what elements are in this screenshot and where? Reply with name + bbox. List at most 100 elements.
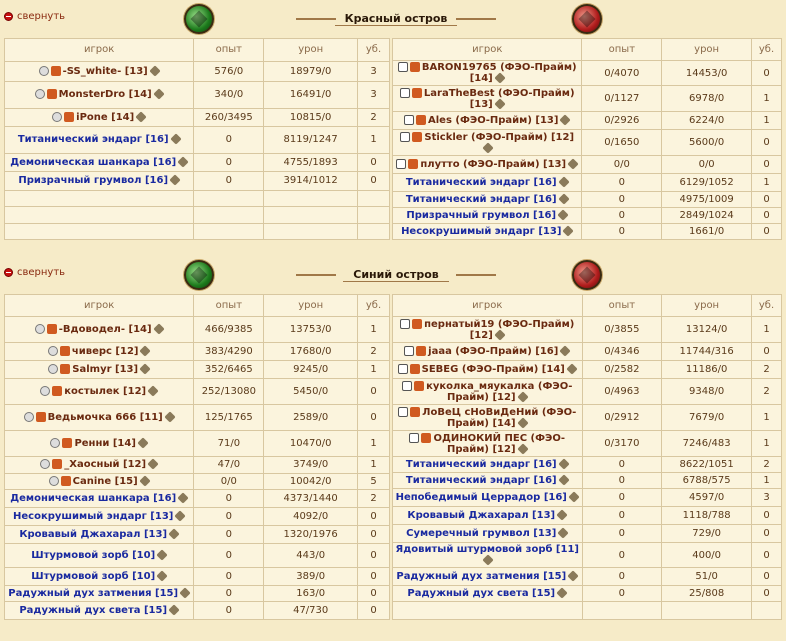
info-icon[interactable] xyxy=(169,133,182,146)
name-text[interactable]: Демоническая шанкара [16] xyxy=(10,157,177,169)
info-icon[interactable] xyxy=(568,491,580,503)
name-text[interactable]: Ядовитый штурмовой зорб [11] xyxy=(395,544,580,555)
info-icon[interactable] xyxy=(179,587,191,599)
name-text[interactable]: ЛоВеЦ сНоВиДеНий (ФЭО-Прайм) [14] xyxy=(422,406,577,429)
name-text[interactable]: Штурмовой зорб [10] xyxy=(31,570,156,582)
name-text[interactable]: куколка_мяукалка (ФЭО-Прайм) [12] xyxy=(426,380,573,403)
info-icon[interactable] xyxy=(516,416,529,429)
info-icon[interactable] xyxy=(516,442,529,455)
exp-value: 0 xyxy=(581,567,663,586)
name-text[interactable]: SEBEG (ФЭО-Прайм) [14] xyxy=(421,364,565,375)
info-icon[interactable] xyxy=(494,328,506,341)
name-text[interactable]: Радужный дух затмения [15] xyxy=(396,571,567,582)
name-text[interactable]: Ренни [14] xyxy=(74,438,136,450)
player-name: ЛоВеЦ сНоВиДеНий (ФЭО-Прайм) [14] xyxy=(392,404,583,431)
name-text[interactable]: LaraTheBest (ФЭО-Прайм) [13] xyxy=(423,87,575,110)
name-text[interactable]: Stickler (ФЭО-Прайм) [12] xyxy=(424,131,575,143)
table-row: Несокрушимый эндарг [13] 0 4092/0 0 xyxy=(3,506,390,526)
damage-value: 4092/0 xyxy=(263,506,359,526)
info-icon[interactable] xyxy=(139,474,151,487)
name-text[interactable]: Титанический эндарг [16] xyxy=(405,194,557,205)
info-icon[interactable] xyxy=(169,174,181,187)
name-text[interactable]: пернатый19 (ФЭО-Прайм) [12] xyxy=(424,318,575,341)
name-text[interactable]: Призрачный грумвол [16] xyxy=(18,175,169,187)
name-text[interactable]: Радужный дух света [15] xyxy=(407,588,556,599)
info-icon[interactable] xyxy=(149,65,161,77)
info-icon[interactable] xyxy=(556,587,568,599)
info-icon[interactable] xyxy=(557,458,570,470)
name-text[interactable]: -Вдоводел- [14] xyxy=(58,324,152,336)
info-icon[interactable] xyxy=(152,323,165,335)
damage-value: 389/0 xyxy=(263,566,359,586)
table-row: Титанический эндарг [16] 0 8622/1051 2 xyxy=(392,456,782,473)
name-text[interactable]: чиверс [12] xyxy=(71,346,139,358)
info-icon[interactable] xyxy=(559,114,572,126)
name-text[interactable]: Титанический эндарг [16] xyxy=(405,459,557,470)
info-icon[interactable] xyxy=(557,474,570,486)
name-text[interactable]: Canine [15] xyxy=(72,475,138,487)
clan-icon xyxy=(408,159,419,169)
collapse-toggle[interactable]: свернуть xyxy=(4,11,65,22)
info-icon[interactable] xyxy=(559,345,572,357)
table-row: куколка_мяукалка (ФЭО-Прайм) [12] 0/4963 9… xyxy=(392,378,782,405)
name-text[interactable]: _Хаосный [12] xyxy=(64,459,147,471)
info-icon[interactable] xyxy=(164,411,176,424)
info-icon[interactable] xyxy=(556,509,568,521)
info-icon[interactable] xyxy=(174,509,187,522)
info-icon[interactable] xyxy=(156,549,168,561)
name-text[interactable]: Ales (ФЭО-Прайм) [13] xyxy=(428,115,559,126)
info-icon[interactable] xyxy=(168,528,180,540)
info-icon[interactable] xyxy=(566,363,578,375)
info-icon[interactable] xyxy=(156,570,168,582)
name-text[interactable]: костылек [12] xyxy=(64,386,147,398)
info-icon[interactable] xyxy=(139,345,152,357)
name-text[interactable]: Непобедимый Церрадор [16] xyxy=(395,492,567,503)
info-icon[interactable] xyxy=(482,141,494,154)
info-icon[interactable] xyxy=(177,491,189,504)
name-text[interactable]: Штурмовой зорб [10] xyxy=(31,549,156,561)
info-icon[interactable] xyxy=(557,176,570,188)
name-text[interactable]: Демоническая шанкара [16] xyxy=(10,492,177,504)
name-text[interactable]: Призрачный грумвол [16] xyxy=(406,210,557,221)
info-icon[interactable] xyxy=(177,156,189,168)
info-icon[interactable] xyxy=(153,88,165,101)
name-text[interactable]: Несокрушимый эндарг [13] xyxy=(13,510,174,522)
name-text[interactable]: BARON19765 (ФЭО-Прайм) [14] xyxy=(421,62,577,84)
info-icon[interactable] xyxy=(567,158,579,170)
info-icon[interactable] xyxy=(137,437,149,450)
name-text[interactable]: Радужный дух затмения [15] xyxy=(8,587,179,599)
name-text[interactable]: iPone [14] xyxy=(76,111,135,123)
info-icon[interactable] xyxy=(557,193,570,205)
name-text[interactable]: ОДИНОКИЙ ПЕС (ФЭО-Прайм) [12] xyxy=(433,432,566,455)
info-icon[interactable] xyxy=(135,111,147,123)
info-icon[interactable] xyxy=(567,570,579,582)
name-text[interactable]: Ведьмочка 666 [11] xyxy=(47,412,163,424)
info-icon[interactable] xyxy=(147,458,159,471)
info-icon[interactable] xyxy=(557,209,569,221)
info-icon[interactable] xyxy=(494,97,506,110)
name-text[interactable]: Титанический эндарг [16] xyxy=(405,475,557,486)
name-text[interactable]: Несокрушимый эндарг [13] xyxy=(401,226,562,237)
name-text[interactable]: Титанический эндарг [16] xyxy=(405,177,557,188)
info-icon[interactable] xyxy=(562,225,575,237)
collapse-toggle[interactable]: свернуть xyxy=(4,267,65,278)
name-text[interactable]: Кровавый Джахарал [13] xyxy=(19,528,168,540)
name-text[interactable]: Радужный дух света [15] xyxy=(19,604,168,616)
name-text[interactable]: плутто (ФЭО-Прайм) [13] xyxy=(420,159,567,170)
empty-cell xyxy=(193,189,265,208)
info-icon[interactable] xyxy=(494,72,506,84)
info-icon[interactable] xyxy=(168,604,180,616)
name-text[interactable]: -SS_white- [13] xyxy=(62,65,148,77)
name-text[interactable]: Титанический эндарг [16] xyxy=(17,134,169,146)
info-icon[interactable] xyxy=(516,390,529,403)
name-text[interactable]: Кровавый Джахарал [13] xyxy=(407,510,556,521)
name-text[interactable]: Сумеречный грумвол [13] xyxy=(406,528,557,539)
info-icon[interactable] xyxy=(147,385,159,397)
kills-value: 0 xyxy=(357,404,390,432)
info-icon[interactable] xyxy=(482,554,494,566)
info-icon[interactable] xyxy=(557,527,570,539)
name-text[interactable]: Salmyr [13] xyxy=(72,364,139,376)
name-text[interactable]: jaaa (ФЭО-Прайм) [16] xyxy=(428,346,559,357)
info-icon[interactable] xyxy=(139,363,151,375)
name-text[interactable]: MonsterDro [14] xyxy=(58,89,152,101)
